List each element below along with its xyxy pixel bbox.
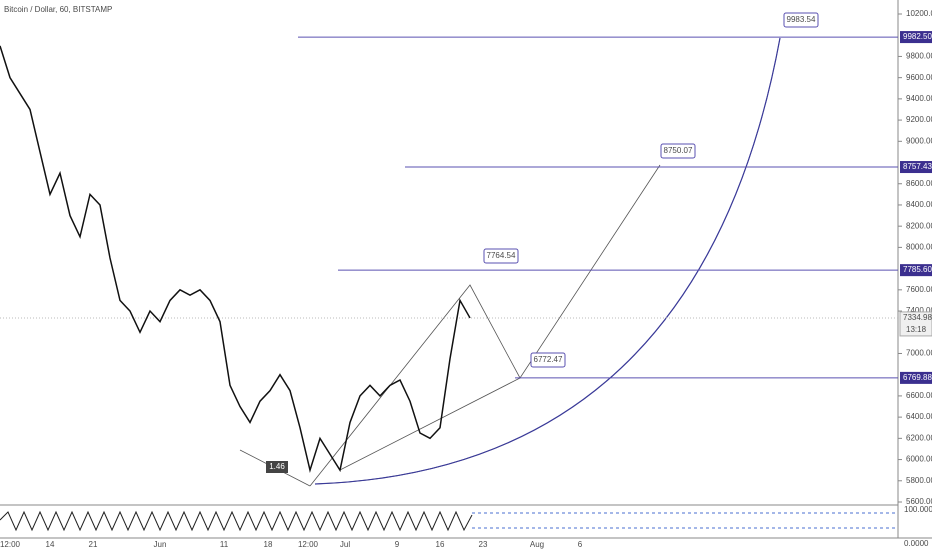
price-tick-label: 6600.00 bbox=[906, 391, 932, 400]
callout-label: 8750.07 bbox=[664, 146, 693, 155]
price-tick-label: 8400.00 bbox=[906, 200, 932, 209]
time-label: 9 bbox=[395, 540, 400, 549]
osc-axis-label: 0.0000 bbox=[904, 539, 929, 548]
callout-label: 9983.54 bbox=[787, 15, 816, 24]
callout-box bbox=[530, 352, 566, 368]
osc-axis-label: 100.0000 bbox=[904, 505, 932, 514]
oscillator bbox=[0, 510, 473, 532]
callout-box bbox=[783, 12, 819, 28]
level-label: 8757.43 bbox=[903, 162, 932, 171]
time-label: 16 bbox=[436, 540, 445, 549]
price-tick-label: 5600.00 bbox=[906, 497, 932, 506]
price-tick-label: 5800.00 bbox=[906, 476, 932, 485]
price-tick-label: 7600.00 bbox=[906, 285, 932, 294]
current-price-box bbox=[899, 311, 932, 337]
current-price: 7334.98 bbox=[903, 313, 932, 322]
level-label-box bbox=[900, 161, 932, 174]
time-label: Jun bbox=[154, 540, 167, 549]
level-label: 6769.88 bbox=[903, 373, 932, 382]
price-tick-label: 6400.00 bbox=[906, 412, 932, 421]
level-label-box bbox=[900, 31, 932, 44]
level-label: 9982.50 bbox=[903, 32, 932, 41]
price-tick-label: 9400.00 bbox=[906, 94, 932, 103]
callout-label: 6772.47 bbox=[534, 355, 563, 364]
price-tick-label: 9200.00 bbox=[906, 115, 932, 124]
price-tick-label: 8000.00 bbox=[906, 243, 932, 252]
price-tick-label: 7400.00 bbox=[906, 306, 932, 315]
price-tick-label: 7000.00 bbox=[906, 349, 932, 358]
callout-box bbox=[660, 143, 696, 159]
level-label-box bbox=[900, 264, 932, 277]
price-tick-label: 8200.00 bbox=[906, 221, 932, 230]
time-label: 11 bbox=[220, 540, 229, 549]
time-label: 12:00 bbox=[298, 540, 319, 549]
price-tick-label: 8600.00 bbox=[906, 179, 932, 188]
callout-label: 7764.54 bbox=[487, 251, 516, 260]
countdown: 13:18 bbox=[906, 325, 927, 334]
price-tick-label: 9000.00 bbox=[906, 136, 932, 145]
price-tick-label: 6200.00 bbox=[906, 433, 932, 442]
time-label: 14 bbox=[46, 540, 55, 549]
time-label: Jul bbox=[340, 540, 350, 549]
level-label-box bbox=[900, 371, 932, 384]
price-line bbox=[0, 45, 471, 474]
time-label: 6 bbox=[578, 540, 583, 549]
badge-box bbox=[266, 461, 288, 473]
time-label: 21 bbox=[89, 540, 98, 549]
time-label: 18 bbox=[264, 540, 273, 549]
symbol-title: Bitcoin / Dollar, 60, BITSTAMP bbox=[4, 5, 112, 14]
time-label: Aug bbox=[530, 540, 544, 549]
arc-projection bbox=[314, 37, 781, 485]
level-label: 7785.60 bbox=[903, 265, 932, 274]
price-tick-label: 9600.00 bbox=[906, 73, 932, 82]
callout-box bbox=[483, 248, 519, 264]
time-label: 12:00 bbox=[0, 540, 21, 549]
badge: 1.46 bbox=[269, 462, 285, 471]
price-tick-label: 10200.00 bbox=[906, 9, 932, 18]
time-label: 23 bbox=[479, 540, 488, 549]
price-tick-label: 6000.00 bbox=[906, 455, 932, 464]
price-tick-label: 9800.00 bbox=[906, 52, 932, 61]
